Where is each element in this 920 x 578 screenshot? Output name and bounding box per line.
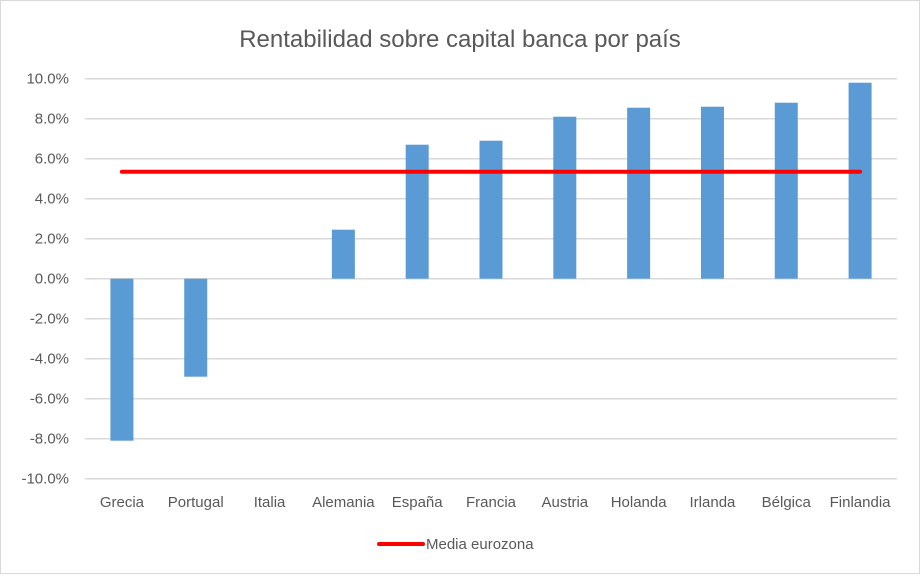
x-tick-label: Alemania [312, 494, 375, 511]
y-tick-label: 4.0% [35, 191, 69, 208]
bar-españa [405, 144, 429, 279]
y-tick-label: 6.0% [35, 151, 69, 168]
bar-irlanda [700, 106, 724, 279]
x-tick-label: Finlandia [830, 494, 892, 511]
bar-austria [553, 116, 577, 279]
chart-title: Rentabilidad sobre capital banca por paí… [239, 26, 681, 53]
x-tick-label: Holanda [611, 494, 668, 511]
y-tick-label: -10.0% [21, 471, 69, 488]
bar-francia [479, 140, 503, 279]
y-tick-label: 2.0% [35, 231, 69, 248]
bar-alemania [331, 229, 355, 279]
y-tick-label: 0.0% [35, 271, 69, 288]
x-tick-label: Bélgica [762, 494, 812, 511]
y-tick-label: -4.0% [30, 351, 69, 368]
bar-grecia [110, 278, 134, 441]
x-tick-label: Irlanda [690, 494, 737, 511]
x-tick-label: Francia [466, 494, 517, 511]
x-tick-label: Italia [254, 494, 286, 511]
x-tick-label: Grecia [100, 494, 145, 511]
bar-finlandia [848, 82, 872, 279]
y-tick-label: -8.0% [30, 431, 69, 448]
legend: Media eurozona [377, 536, 534, 553]
bar-holanda [627, 107, 651, 279]
legend-label: Media eurozona [426, 536, 534, 553]
bar-bélgica [774, 102, 798, 279]
y-tick-label: -6.0% [30, 391, 69, 408]
y-tick-label: -2.0% [30, 311, 69, 328]
y-tick-label: 8.0% [35, 111, 69, 128]
x-tick-label: Portugal [168, 494, 224, 511]
x-tick-label: Austria [541, 494, 588, 511]
x-tick-label: España [392, 494, 444, 511]
bar-portugal [184, 278, 208, 377]
y-tick-label: 10.0% [26, 71, 69, 88]
